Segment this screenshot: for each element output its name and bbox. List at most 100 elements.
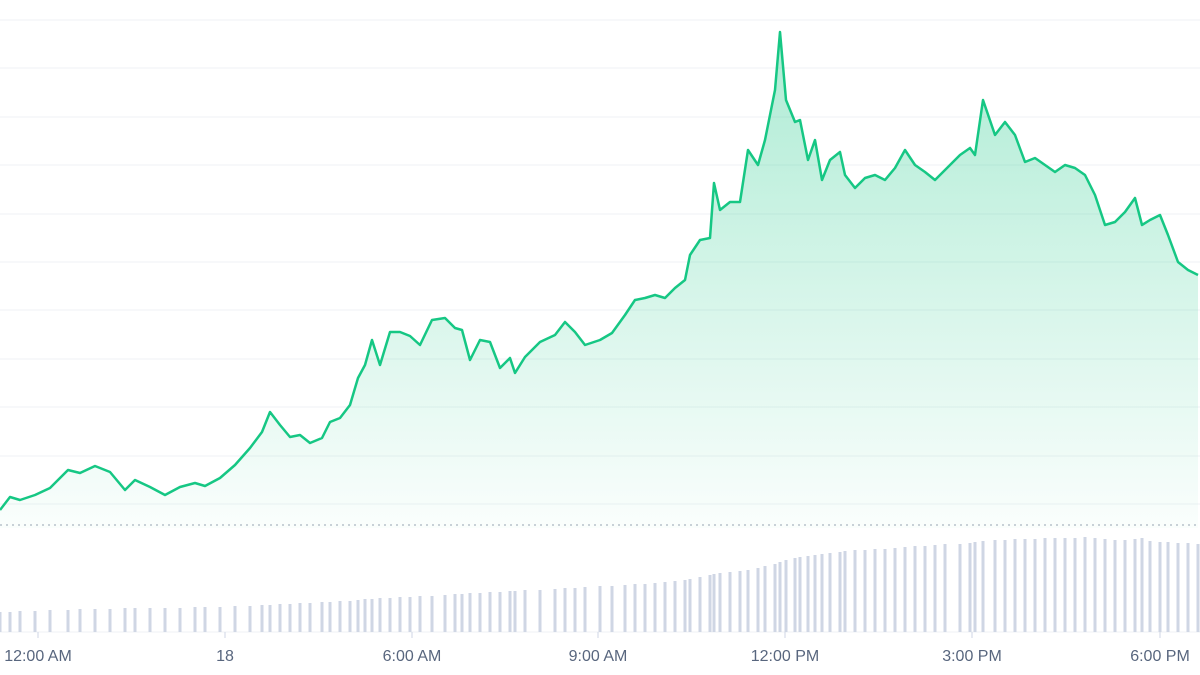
volume-bar <box>573 588 577 632</box>
volume-bar <box>563 588 567 632</box>
volume-bar <box>778 562 782 632</box>
volume-bar <box>583 587 587 632</box>
volume-bar <box>260 605 264 632</box>
volume-bar <box>163 608 167 632</box>
volume-bar <box>883 549 887 632</box>
volume-bar <box>708 575 712 632</box>
volume-bar <box>981 541 985 632</box>
volume-bar <box>508 591 512 632</box>
volume-bar <box>973 542 977 632</box>
volume-bar <box>688 579 692 632</box>
volume-bar <box>478 593 482 632</box>
volume-bar <box>468 593 472 632</box>
volume-bar <box>248 606 252 632</box>
volume-bar <box>828 553 832 632</box>
volume-bar <box>398 597 402 632</box>
volume-bar <box>538 590 542 632</box>
volume-bar <box>513 591 517 632</box>
volume-bar <box>93 609 97 632</box>
volume-bar <box>1133 539 1137 632</box>
volume-bar <box>943 544 947 632</box>
volume-bar <box>268 605 272 632</box>
volume-bar <box>838 552 842 632</box>
volume-bar <box>1166 542 1170 632</box>
volume-bar <box>1053 538 1057 632</box>
x-tick-label: 12:00 PM <box>751 648 819 665</box>
volume-bar <box>1196 544 1200 632</box>
volume-bar <box>1083 537 1087 632</box>
volume-bar <box>66 610 70 632</box>
volume-bar <box>1003 540 1007 632</box>
volume-bar <box>233 606 237 632</box>
volume-bar <box>1113 540 1117 632</box>
volume-bar <box>108 609 112 632</box>
volume-bar <box>993 540 997 632</box>
volume-bar <box>756 568 760 632</box>
volume-bar <box>553 589 557 632</box>
volume-bar <box>968 543 972 632</box>
volume-bar <box>338 601 342 632</box>
volume-bar <box>203 607 207 632</box>
volume-bar <box>746 570 750 632</box>
volume-bar <box>958 544 962 632</box>
volume-bar <box>718 573 722 632</box>
volume-bar <box>356 600 360 632</box>
volume-bar <box>133 608 137 632</box>
volume-bar <box>48 610 52 632</box>
volume-bar <box>33 611 37 632</box>
x-tick-label: 3:00 PM <box>942 648 1002 665</box>
volume-bar <box>712 574 716 632</box>
x-tick-label: 6:00 AM <box>383 648 442 665</box>
volume-bar <box>673 581 677 632</box>
volume-bar <box>78 609 82 632</box>
volume-bar <box>1148 541 1152 632</box>
volume-bar <box>388 598 392 632</box>
volume-bar <box>843 551 847 632</box>
volume-bar <box>328 602 332 632</box>
volume-bar <box>663 582 667 632</box>
x-tick-label: 18 <box>216 648 234 665</box>
volume-bar <box>1073 538 1077 632</box>
volume-bar <box>653 583 657 632</box>
volume-bar <box>738 571 742 632</box>
volume-bar <box>148 608 152 632</box>
volume-bar <box>813 555 817 632</box>
volume-bar <box>308 603 312 632</box>
volume-bar <box>798 557 802 632</box>
volume-bar <box>320 602 324 632</box>
x-tick-label: 6:00 PM <box>1130 648 1190 665</box>
volume-bar <box>408 597 412 632</box>
volume-bar <box>430 596 434 632</box>
volume-bar <box>418 596 422 632</box>
volume-bar <box>123 608 127 632</box>
volume-bar <box>784 560 788 632</box>
volume-bar <box>1033 539 1037 632</box>
volume-bar <box>913 546 917 632</box>
volume-bar <box>288 604 292 632</box>
volume-bar <box>370 599 374 632</box>
volume-bar <box>773 564 777 632</box>
volume-bar <box>348 601 352 632</box>
volume-bar <box>18 611 22 632</box>
x-tick-label: 9:00 AM <box>569 648 628 665</box>
volume-bar <box>178 608 182 632</box>
volume-bar <box>363 599 367 632</box>
volume-bar <box>0 612 2 632</box>
volume-bar <box>623 585 627 632</box>
volume-bar <box>523 590 527 632</box>
volume-bar <box>598 586 602 632</box>
volume-bar <box>378 598 382 632</box>
volume-bar <box>1123 540 1127 632</box>
x-tick-label: 12:00 AM <box>4 648 72 665</box>
volume-bar <box>443 595 447 632</box>
price-area <box>0 32 1198 528</box>
volume-bar <box>460 594 464 632</box>
volume-bar <box>820 554 824 632</box>
volume-bar <box>1023 539 1027 632</box>
volume-bar <box>1158 542 1162 632</box>
volume-bar <box>863 550 867 632</box>
volume-bar <box>893 548 897 632</box>
volume-bar <box>1043 538 1047 632</box>
